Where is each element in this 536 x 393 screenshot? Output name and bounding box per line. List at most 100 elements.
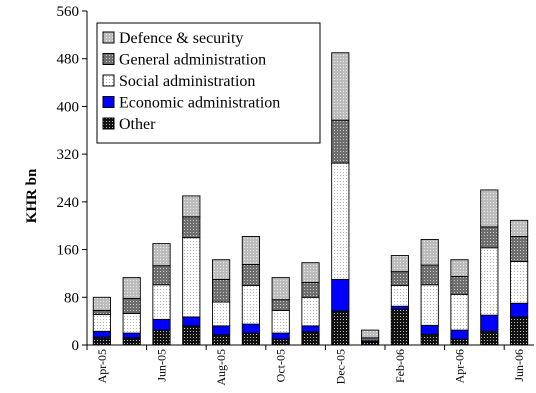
bar-segment: [182, 237, 201, 318]
bar-segment: [182, 195, 201, 218]
bar-segment: [122, 332, 141, 339]
bar-segment: [212, 301, 231, 327]
bar-segment: [420, 333, 439, 346]
bar-segment: [510, 261, 529, 304]
bar-segment: [510, 235, 529, 262]
legend-label: Economic administration: [119, 95, 280, 112]
legend-swatch: [102, 96, 115, 108]
legend-label: Defence & security: [119, 30, 243, 47]
bar-segment: [122, 312, 141, 334]
bar-segment: [450, 275, 469, 295]
y-tick-label: 560: [57, 4, 80, 20]
bar-segment: [92, 296, 111, 311]
bar-segment: [390, 255, 409, 273]
y-tick-label: 480: [57, 52, 80, 68]
x-tick-label: Feb-06: [393, 349, 407, 383]
bar-segment: [241, 323, 260, 334]
bar-segment: [152, 265, 171, 286]
bar-segment: [271, 277, 290, 301]
bar-segment: [301, 331, 320, 346]
bar-segment: [182, 216, 201, 239]
bar-segment: [331, 278, 350, 312]
x-tick-label: Oct-05: [274, 349, 288, 382]
bar-segment: [92, 330, 111, 338]
bar-segment: [480, 314, 499, 332]
x-tick-label: Jun-05: [155, 349, 169, 382]
bar-segment: [420, 284, 439, 326]
x-tick-label: Jun-06: [512, 349, 526, 382]
bar-segment: [331, 310, 350, 346]
bar-segment: [182, 316, 201, 327]
bar-segment: [480, 189, 499, 228]
bar-segment: [152, 284, 171, 320]
bar-segment: [122, 298, 141, 314]
y-tick-label: 400: [57, 99, 80, 115]
bar-segment: [212, 325, 231, 336]
bar-segment: [361, 329, 380, 339]
bar-segment: [122, 277, 141, 299]
bar-segment: [152, 243, 171, 267]
bar-segment: [212, 278, 231, 303]
legend-box: [96, 22, 321, 144]
bar-segment: [92, 314, 111, 332]
bar-segment: [331, 119, 350, 164]
bar-segment: [390, 284, 409, 307]
bar-segment: [510, 219, 529, 237]
bar-segment: [92, 309, 111, 316]
bar-segment: [92, 336, 111, 346]
y-tick-label: 160: [57, 243, 80, 259]
bar-segment: [510, 302, 529, 318]
bar-segment: [510, 316, 529, 346]
bar-segment: [241, 264, 260, 286]
y-tick-label: 80: [64, 290, 79, 306]
bar-segment: [420, 264, 439, 286]
bar-segment: [480, 330, 499, 346]
bar-segment: [420, 324, 439, 335]
bar-segment: [450, 293, 469, 331]
bar-segment: [301, 262, 320, 283]
legend-swatch: [102, 31, 115, 44]
y-tick-label: 240: [57, 195, 80, 211]
bar-segment: [122, 337, 141, 346]
x-tick-label: Apr-06: [453, 349, 467, 383]
bar-segment: [390, 271, 409, 286]
legend-swatch: [102, 117, 115, 130]
bar-segment: [241, 284, 260, 325]
y-tick-label: 0: [72, 338, 80, 354]
bar-segment: [271, 338, 290, 346]
bar-segment: [480, 226, 499, 249]
legend-label: Other: [119, 116, 156, 133]
y-tick-label: 320: [57, 147, 80, 163]
bar-segment: [331, 162, 350, 280]
bar-segment: [152, 329, 171, 346]
bar-segment: [241, 235, 260, 265]
bar-segment: [301, 325, 320, 333]
bar-segment: [450, 329, 469, 340]
bar-segment: [450, 338, 469, 346]
bar-segment: [241, 332, 260, 346]
bar-segment: [390, 308, 409, 346]
bar-segment: [271, 332, 290, 340]
x-tick-label: Apr-05: [95, 349, 109, 383]
bar-segment: [420, 238, 439, 266]
y-axis-label: KHR bn: [24, 168, 40, 223]
x-tick-label: Aug-05: [214, 349, 228, 386]
legend-swatch: [102, 53, 115, 65]
bar-segment: [152, 318, 171, 331]
legend-label: General administration: [119, 52, 266, 69]
x-tick-label: Dec-05: [333, 349, 347, 384]
legend-label: Social administration: [119, 73, 255, 90]
bar-segment: [182, 325, 201, 346]
bar-segment: [480, 247, 499, 316]
bar-segment: [450, 259, 469, 277]
bar-segment: [301, 296, 320, 327]
bar-segment: [271, 309, 290, 334]
bar-segment: [331, 52, 350, 121]
bar-segment: [212, 334, 231, 346]
legend-swatch: [102, 74, 115, 87]
bar-segment: [271, 299, 290, 311]
bar-segment: [212, 259, 231, 280]
bar-segment: [301, 281, 320, 298]
legend: Defence & security General administration…: [96, 22, 321, 144]
